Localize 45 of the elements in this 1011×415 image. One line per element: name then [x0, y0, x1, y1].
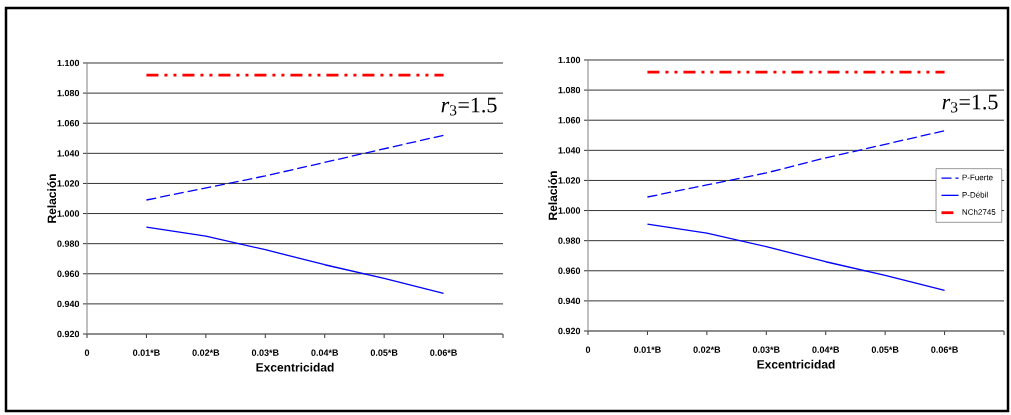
- y-tick-label: 0.940: [57, 300, 80, 308]
- x-tick-label: 0: [585, 346, 591, 353]
- x-tick-label: 0.05*B: [871, 346, 899, 353]
- legend-label: P-Fuerte: [962, 174, 993, 181]
- x-tick-label: 0.01*B: [133, 349, 160, 356]
- y-tick-label: 0.920: [558, 327, 581, 335]
- y-tick-label: 0.940: [558, 297, 581, 305]
- annotation: r$_{3}$=1.5: [942, 94, 998, 113]
- x-tick-label: 0.03*B: [251, 349, 279, 356]
- x-tick-label: 0.01*B: [634, 346, 661, 353]
- y-tick-label: 1.020: [558, 177, 581, 184]
- x-tick-label: 0.04*B: [812, 346, 840, 353]
- y-tick-label: 1.100: [558, 56, 581, 64]
- y-axis-title: Relación: [548, 171, 558, 220]
- y-tick-label: 0.920: [57, 330, 80, 338]
- x-tick-label: 0.06*B: [931, 346, 958, 353]
- y-tick-label: 0.980: [558, 237, 581, 244]
- y-tick-label: 1.000: [57, 210, 80, 217]
- y-tick-label: 0.960: [57, 270, 80, 277]
- x-axis-title: Excentricidad: [256, 362, 334, 372]
- y-tick-label: 1.020: [57, 180, 80, 187]
- x-tick-label: 0.02*B: [192, 349, 220, 356]
- legend-label: P-Débil: [962, 191, 988, 198]
- x-tick-label: 0: [84, 349, 90, 356]
- line-series: [646, 223, 946, 291]
- y-tick-label: 1.040: [558, 147, 581, 154]
- y-tick-label: 1.040: [57, 150, 80, 157]
- y-tick-label: 1.060: [558, 117, 581, 124]
- y-axis-title: Relación: [47, 174, 57, 223]
- x-axis-title: Excentricidad: [757, 359, 835, 369]
- x-tick-label: 0.04*B: [311, 349, 339, 356]
- y-tick-label: 1.080: [57, 89, 80, 97]
- y-tick-label: 1.060: [57, 120, 80, 127]
- annotation: r$_{3}$=1.5: [441, 97, 497, 116]
- line-series: [145, 226, 445, 294]
- x-tick-label: 0.05*B: [370, 349, 398, 356]
- y-tick-label: 1.100: [57, 59, 80, 67]
- y-tick-label: 1.000: [558, 207, 581, 214]
- x-tick-label: 0.02*B: [693, 346, 721, 353]
- legend-label: NCh2745: [962, 209, 996, 215]
- x-tick-label: 0.06*B: [430, 349, 457, 356]
- x-tick-label: 0.03*B: [752, 346, 780, 353]
- y-tick-label: 1.080: [558, 86, 581, 94]
- y-tick-label: 0.980: [57, 240, 80, 247]
- y-tick-label: 0.960: [558, 267, 581, 274]
